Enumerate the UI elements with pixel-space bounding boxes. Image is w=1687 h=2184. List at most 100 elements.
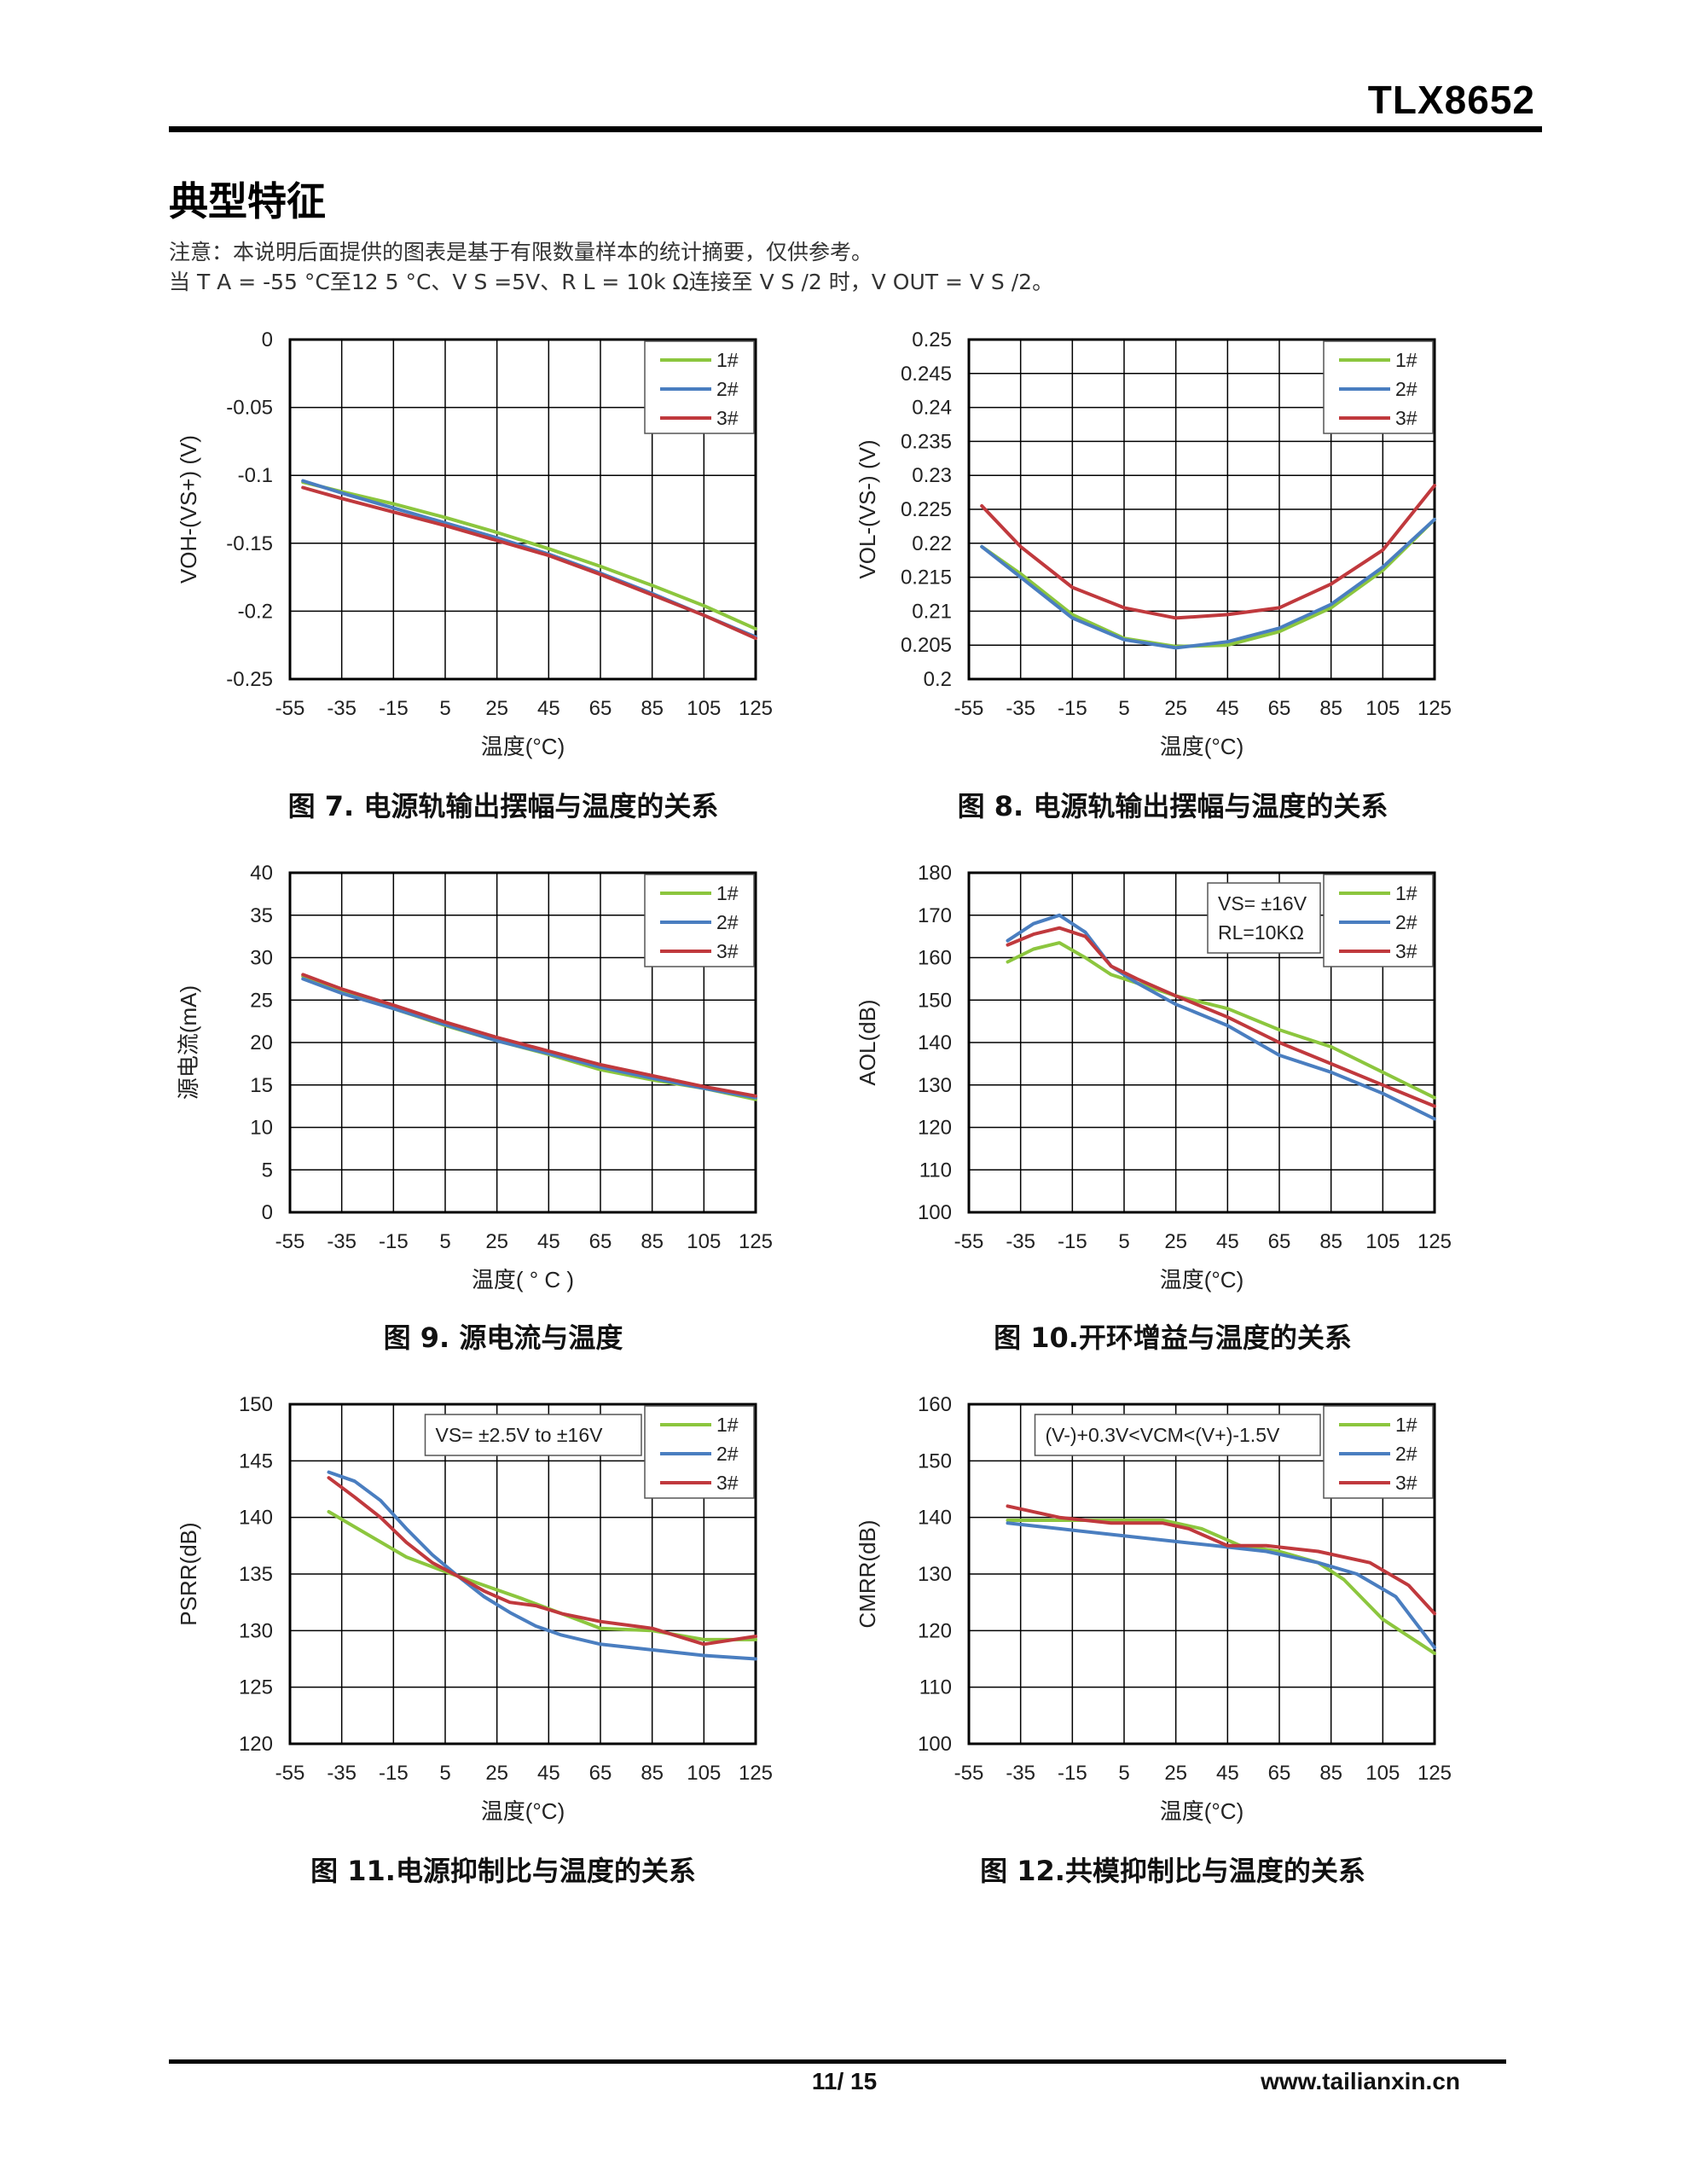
fig9-xtick-label: 65 bbox=[589, 1230, 612, 1253]
fig9-ytick-label: 5 bbox=[262, 1159, 273, 1182]
fig10-series-2 bbox=[1006, 913, 1436, 1121]
fig9-legend-label: 2# bbox=[716, 911, 739, 933]
fig8-plot-frame bbox=[967, 338, 1436, 681]
fig11-ytick-label: 150 bbox=[239, 1393, 273, 1416]
fig8-ytick-label: 0.215 bbox=[901, 566, 952, 590]
fig7-legend-label: 1# bbox=[716, 349, 739, 371]
fig7-legend-label: 2# bbox=[716, 378, 739, 400]
fig9-ytick-label: 25 bbox=[250, 989, 273, 1012]
fig9-plot-frame bbox=[288, 871, 757, 1214]
caption-fig8: 图 8. 电源轨输出摆幅与温度的关系 bbox=[957, 790, 1388, 822]
fig7-series-1 bbox=[301, 480, 757, 631]
fig7-series-3 bbox=[301, 485, 757, 641]
fig10-xtick-label: -35 bbox=[1006, 1230, 1035, 1253]
fig10-xtick-label: 125 bbox=[1417, 1230, 1452, 1253]
fig9-series-2 bbox=[301, 977, 757, 1100]
website-link[interactable]: www.tailianxin.cn bbox=[1261, 2068, 1460, 2094]
fig10-annotation-text: VS= ±16V bbox=[1218, 892, 1307, 915]
fig8-xtick-label: 105 bbox=[1365, 697, 1400, 720]
fig10-series-1 bbox=[1006, 941, 1436, 1100]
fig7-ytick-label: -0.2 bbox=[238, 600, 273, 623]
fig9-ytick-label: 40 bbox=[250, 862, 273, 885]
fig11-xtick-label: 85 bbox=[641, 1762, 664, 1785]
fig11-ytick-label: 120 bbox=[239, 1733, 273, 1756]
fig12-xtick-label: 25 bbox=[1164, 1762, 1187, 1785]
fig8-ytick-label: 0.25 bbox=[912, 328, 952, 351]
fig11-xtick-label: 45 bbox=[537, 1762, 560, 1785]
fig10-legend-label: 3# bbox=[1395, 940, 1417, 962]
fig8-ytick-label: 0.2 bbox=[924, 668, 952, 691]
fig10-xtick-label: -55 bbox=[954, 1230, 984, 1253]
fig12-ytick-label: 150 bbox=[918, 1449, 952, 1472]
fig7-legend-label: 3# bbox=[716, 407, 739, 429]
fig8-ytick-label: 0.245 bbox=[901, 363, 952, 386]
fig11-xlabel: 温度(°C) bbox=[481, 1798, 565, 1824]
fig10-ytick-label: 100 bbox=[918, 1201, 952, 1224]
fig8-xtick-label: 25 bbox=[1164, 697, 1187, 720]
fig10-ylabel: AOL(dB) bbox=[855, 999, 880, 1085]
caption-fig10: 图 10.开环增益与温度的关系 bbox=[994, 1321, 1352, 1354]
fig9-xtick-label: 25 bbox=[485, 1230, 508, 1253]
fig11-xtick-label: 25 bbox=[485, 1762, 508, 1785]
fig10-xtick-label: 25 bbox=[1164, 1230, 1187, 1253]
fig8-xtick-label: -55 bbox=[954, 697, 984, 720]
fig12-annotation-box bbox=[1034, 1414, 1321, 1456]
fig11-xtick-label: -15 bbox=[379, 1762, 409, 1785]
fig9-xtick-label: 45 bbox=[537, 1230, 560, 1253]
fig12-xtick-label: -55 bbox=[954, 1762, 984, 1785]
fig8-ytick-label: 0.225 bbox=[901, 498, 952, 521]
fig7-xtick-label: 125 bbox=[739, 697, 773, 720]
fig8-series-1 bbox=[980, 517, 1436, 648]
fig11-legend-label: 1# bbox=[716, 1414, 739, 1436]
fig9-ytick-label: 10 bbox=[250, 1117, 273, 1140]
fig10-xtick-label: 105 bbox=[1365, 1230, 1400, 1253]
footer-rule bbox=[169, 2059, 1506, 2064]
fig12-series-1 bbox=[1006, 1519, 1436, 1655]
fig9-xtick-label: 125 bbox=[739, 1230, 773, 1253]
fig10-ytick-label: 150 bbox=[918, 989, 952, 1012]
fig8-ytick-label: 0.205 bbox=[901, 634, 952, 657]
fig8-xtick-label: 45 bbox=[1216, 697, 1239, 720]
fig7-series-2 bbox=[301, 479, 757, 639]
fig10-legend-label: 2# bbox=[1395, 911, 1417, 933]
fig12-xtick-label: 125 bbox=[1417, 1762, 1452, 1785]
fig7-xtick-label: 45 bbox=[537, 697, 560, 720]
fig7-xtick-label: -55 bbox=[275, 697, 305, 720]
fig8-series-3 bbox=[980, 484, 1436, 620]
fig10-annotation-box bbox=[1207, 882, 1321, 954]
note-line-1: 注意：本说明后面提供的图表是基于有限数量样本的统计摘要，仅供参考。 bbox=[169, 240, 873, 264]
fig7-ytick-label: -0.15 bbox=[226, 532, 273, 555]
fig7-xlabel: 温度(°C) bbox=[481, 734, 565, 759]
fig9-ytick-label: 20 bbox=[250, 1031, 273, 1054]
fig12-xtick-label: 85 bbox=[1319, 1762, 1342, 1785]
fig9-xtick-label: 105 bbox=[687, 1230, 721, 1253]
fig8-xtick-label: -15 bbox=[1058, 697, 1087, 720]
caption-fig7: 图 7. 电源轨输出摆幅与温度的关系 bbox=[287, 790, 719, 822]
fig8-legend-label: 1# bbox=[1395, 349, 1417, 371]
fig12-xtick-label: 65 bbox=[1268, 1762, 1291, 1785]
section-title: 典型特征 bbox=[169, 178, 326, 224]
fig12-xlabel: 温度(°C) bbox=[1160, 1798, 1244, 1824]
fig8-ytick-label: 0.22 bbox=[912, 532, 952, 555]
fig8-ytick-label: 0.23 bbox=[912, 464, 952, 487]
fig10-xtick-label: 85 bbox=[1319, 1230, 1342, 1253]
fig12-xtick-label: 5 bbox=[1118, 1762, 1129, 1785]
fig8-xtick-label: 125 bbox=[1417, 697, 1452, 720]
fig11-annotation-box bbox=[424, 1414, 642, 1456]
fig11-xtick-label: 125 bbox=[739, 1762, 773, 1785]
caption-fig9: 图 9. 源电流与温度 bbox=[383, 1321, 623, 1354]
fig9-ytick-label: 35 bbox=[250, 904, 273, 927]
fig7-ytick-label: -0.1 bbox=[238, 464, 273, 487]
fig8-ytick-label: 0.235 bbox=[901, 430, 952, 453]
fig7-ytick-label: -0.05 bbox=[226, 397, 273, 420]
fig10-series-3 bbox=[1006, 926, 1436, 1108]
fig12-xtick-label: 105 bbox=[1365, 1762, 1400, 1785]
fig10-ytick-label: 130 bbox=[918, 1074, 952, 1097]
fig11-series-3 bbox=[327, 1476, 757, 1647]
fig10-xtick-label: 5 bbox=[1118, 1230, 1129, 1253]
fig11-xtick-label: -55 bbox=[275, 1762, 305, 1785]
fig9-ylabel: 源电流(mA) bbox=[176, 985, 201, 1100]
fig12-ytick-label: 120 bbox=[918, 1619, 952, 1642]
fig11-legend-label: 3# bbox=[716, 1472, 739, 1494]
fig12-ytick-label: 110 bbox=[919, 1676, 952, 1699]
